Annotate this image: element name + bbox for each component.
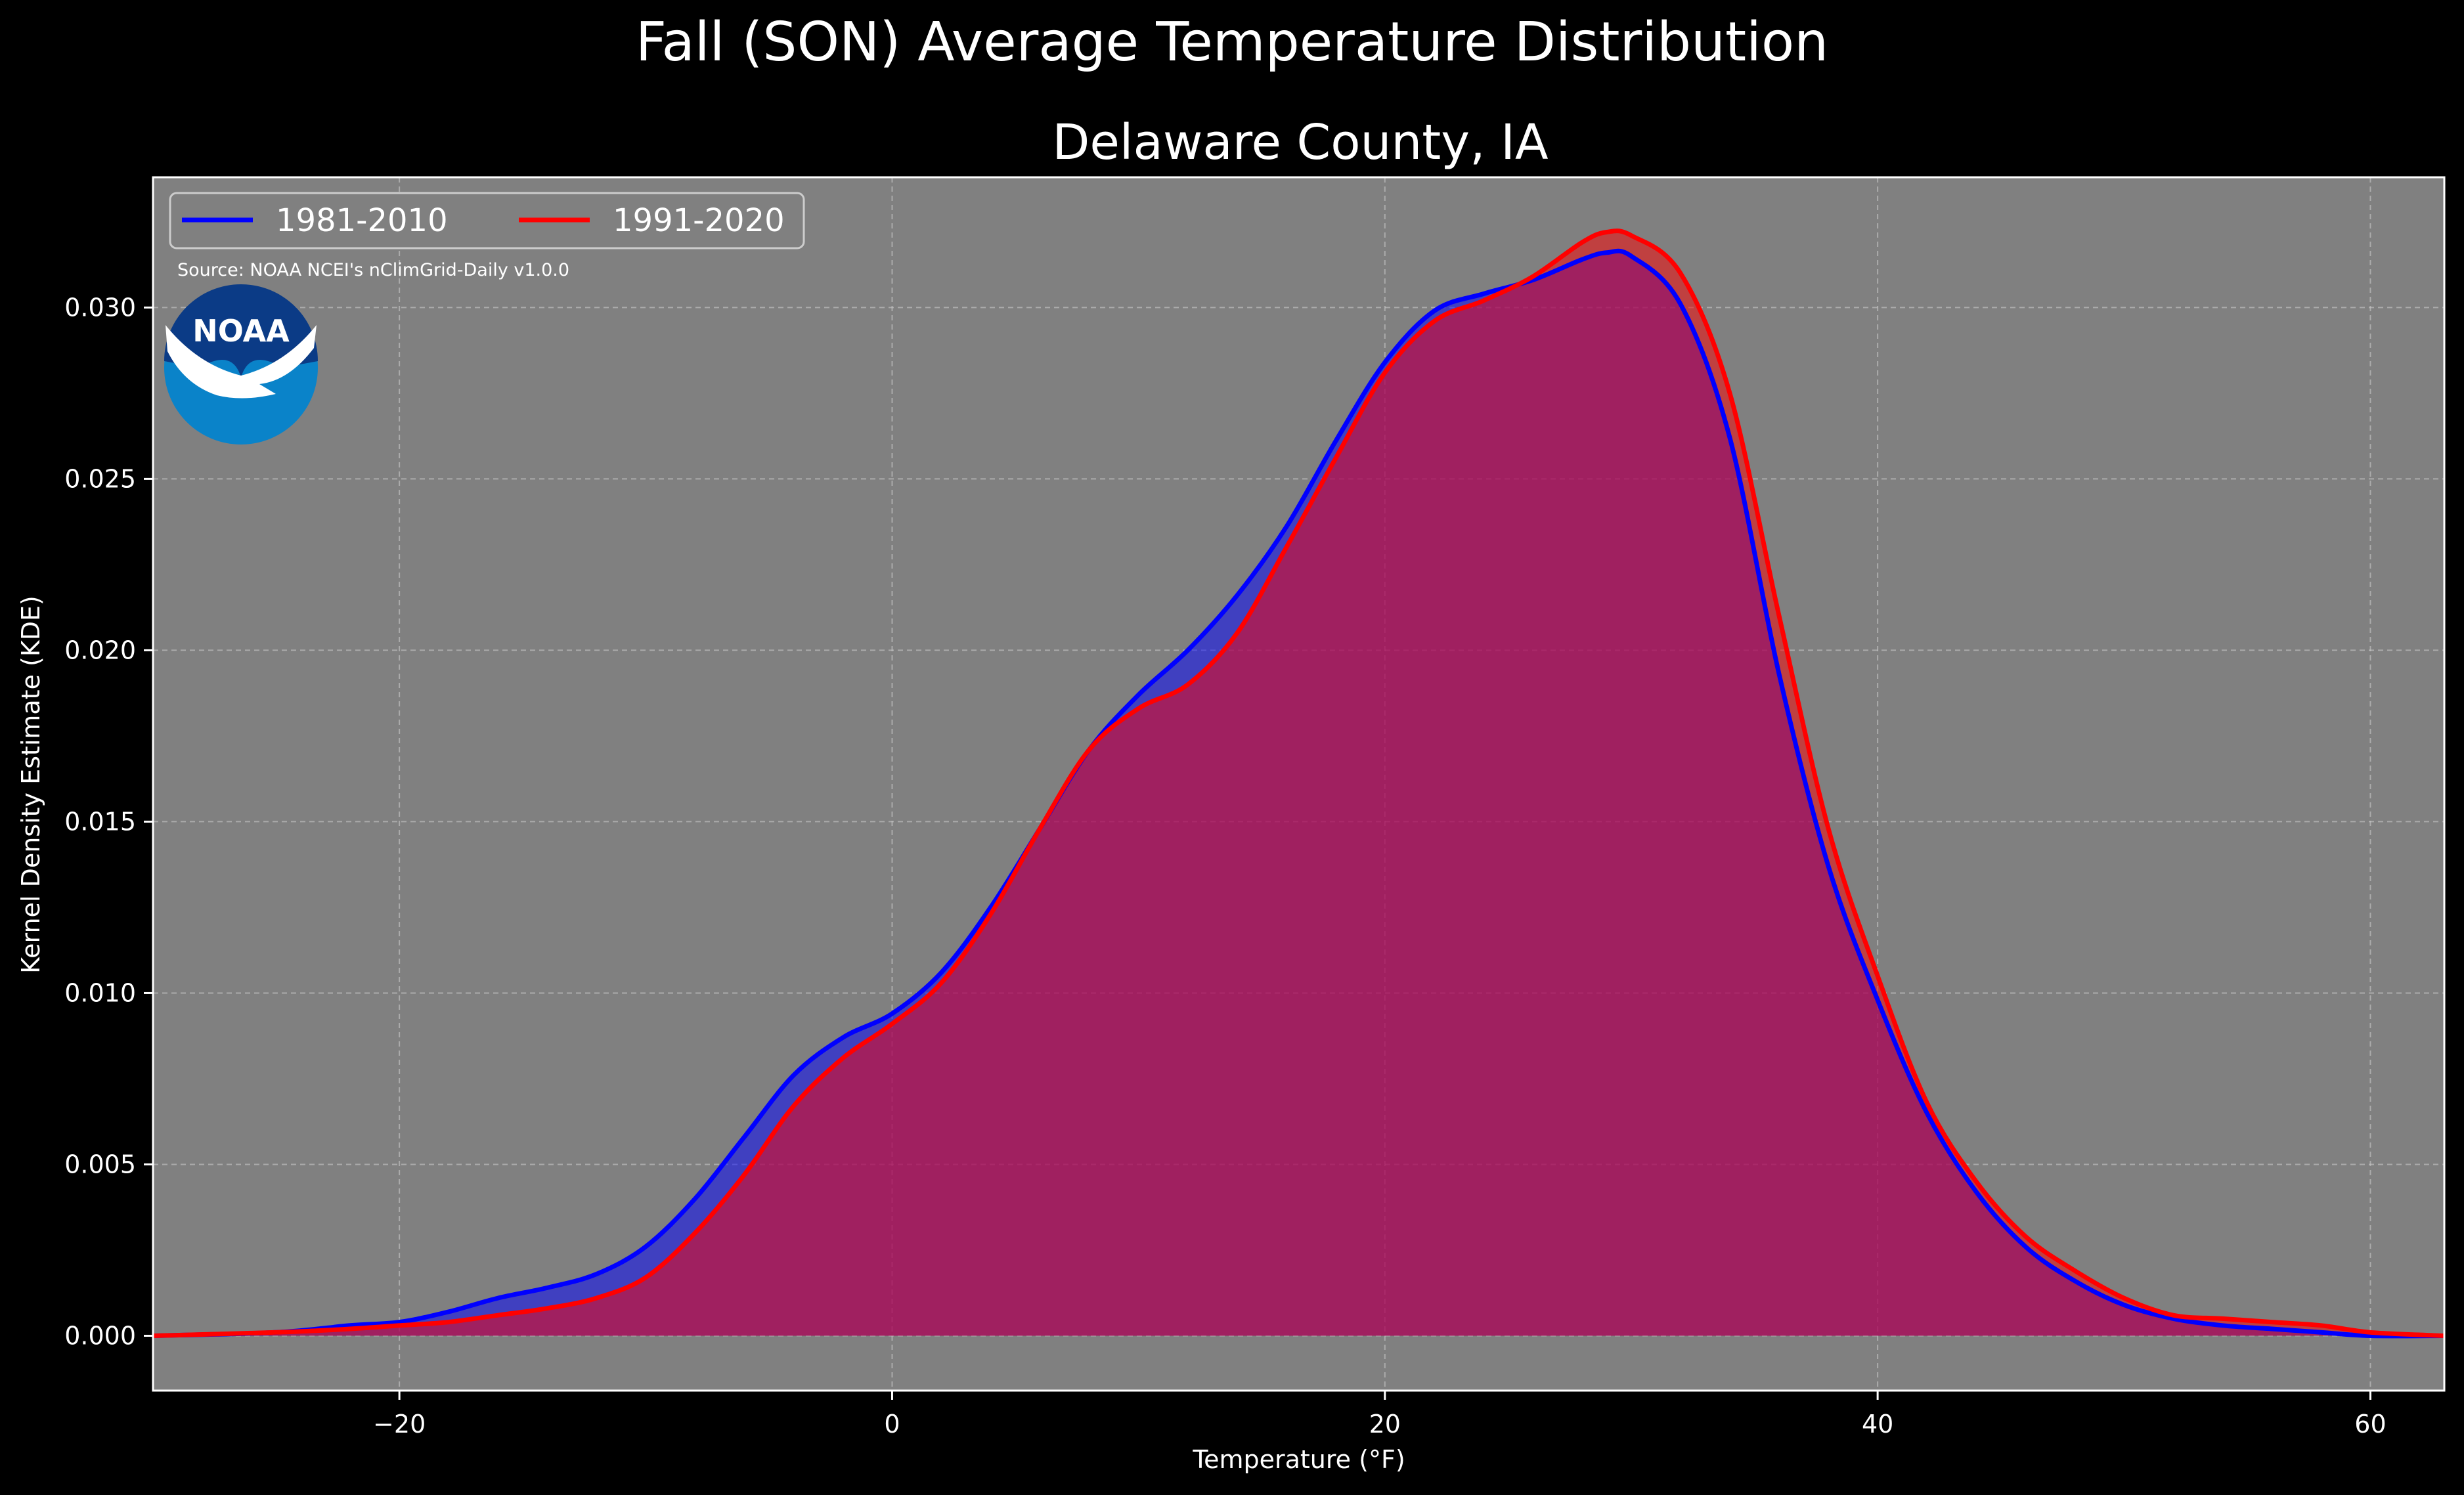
axis-ticks: −20 0 20 40 60 0.000 0.005 0.010 0.015 0.020 0.025… — [64, 293, 2386, 1439]
noaa-logo-icon: NOAA — [164, 284, 318, 444]
x-tick-label: 20 — [1369, 1410, 1401, 1439]
y-tick-label: 0.015 — [64, 807, 136, 836]
series-line-1981-2010 — [152, 248, 2445, 1339]
x-tick-label: 0 — [884, 1410, 900, 1439]
y-tick-label: 0.000 — [64, 1321, 136, 1350]
legend: 1981-2010 1991-2020 — [169, 192, 805, 249]
x-tick-label: −20 — [373, 1410, 426, 1439]
x-axis-label: Temperature (°F) — [1192, 1445, 1405, 1474]
chart-title: Delaware County, IA — [1052, 114, 1549, 171]
y-tick-label: 0.020 — [64, 636, 136, 664]
y-tick-label: 0.025 — [64, 464, 136, 493]
legend-label-1991-2020: 1991-2020 — [613, 202, 785, 239]
series-layer — [152, 228, 2445, 1339]
plot-frame — [152, 176, 2446, 1392]
source-note: Source: NOAA NCEI's nClimGrid-Daily v1.0… — [177, 260, 569, 280]
y-tick-label: 0.010 — [64, 978, 136, 1007]
figure-suptitle: Fall (SON) Average Temperature Distribut… — [636, 11, 1828, 74]
y-axis-label: Kernel Density Estimate (KDE) — [16, 596, 45, 974]
y-tick-label: 0.030 — [64, 293, 136, 322]
legend-label-1981-2010: 1981-2010 — [276, 202, 448, 239]
legend-box — [169, 192, 805, 249]
x-tick-label: 40 — [1862, 1410, 1893, 1439]
area-fill-1991-2020 — [153, 230, 2444, 1336]
y-tick-label: 0.005 — [64, 1150, 136, 1179]
x-tick-label: 60 — [2354, 1410, 2386, 1439]
series-line-1991-2020 — [152, 228, 2445, 1338]
noaa-logo-text: NOAA — [192, 313, 290, 349]
